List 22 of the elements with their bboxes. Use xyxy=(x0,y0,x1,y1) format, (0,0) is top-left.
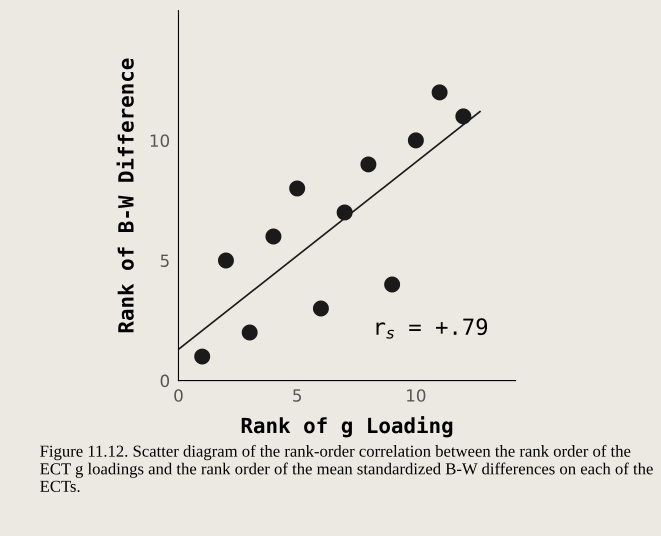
point xyxy=(408,132,424,148)
point xyxy=(194,348,210,365)
point xyxy=(265,228,282,244)
x-tick-label: 5 xyxy=(293,389,302,402)
caption: Figure 11.12. Scatter diagram of the rank-order correlation between the rank order of the ECT g loadings and the rank order of the mean standardized B-W differences on each of the ECTs. xyxy=(40,444,653,492)
x-axis-title: Rank of g Loading xyxy=(242,416,452,438)
y-tick-label: 0 xyxy=(160,374,170,388)
point xyxy=(432,84,448,100)
x-tick-label: 0 xyxy=(174,389,183,402)
y-tick-label: 10 xyxy=(150,134,170,147)
point xyxy=(218,252,234,268)
point xyxy=(242,324,258,341)
point xyxy=(289,180,306,196)
y-tick-label: 5 xyxy=(160,254,169,268)
point xyxy=(384,276,400,292)
annotation: r$_{s}$ = +.79 xyxy=(376,318,488,339)
x-tick-label: 10 xyxy=(407,389,426,402)
point xyxy=(455,108,472,124)
point xyxy=(360,156,376,172)
point xyxy=(336,204,353,220)
y-axis-title: Rank of B-W Difference xyxy=(116,58,134,332)
point xyxy=(312,300,329,316)
